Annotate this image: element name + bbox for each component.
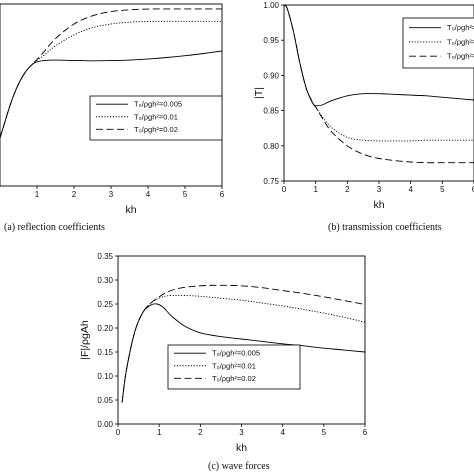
panel-reflection: 1 2 3 4 5 6khT₀/ρgh²=0.005T₀/ρgh²=0.01T₀/ρgh²… — [0, 3, 225, 216]
x-axis-label: kh — [125, 204, 136, 216]
plot-frame-a — [0, 3, 223, 187]
series-line-dotted — [0, 20, 222, 138]
y-tick-label: 0.20 — [97, 324, 113, 333]
panel-transmission: 0 1 2 3 4 5 6 0.75 0.80 0.85 0.90 0.95 1.00 kh |T| T₀/ρ… — [253, 1, 474, 211]
y-axis-label: |T| — [253, 87, 265, 99]
x-tick-label: 3 — [377, 185, 382, 194]
x-tick-label: 5 — [322, 428, 327, 437]
x-tick-label: 2 — [345, 185, 350, 194]
series-line-dashed — [0, 8, 222, 138]
legend-box — [402, 17, 474, 69]
y-axis-label: |F|/ρgAh — [79, 320, 91, 360]
x-tick-label: 6 — [472, 185, 474, 194]
x-tick-label: 6 — [363, 428, 368, 437]
caption-c: (c) wave forces — [208, 461, 270, 472]
series-line-dashed — [121, 284, 365, 403]
y-tick-label: 0.90 — [263, 71, 279, 80]
x-tick-label: 1 — [157, 428, 162, 437]
caption-a: (a) reflection coefficients — [4, 222, 105, 233]
x-axis-label: kh — [373, 199, 384, 211]
legend-box — [167, 344, 301, 390]
legend-entry: T₀/ρgh²=0.02 — [212, 374, 256, 383]
x-axis-label: kh — [236, 442, 247, 454]
legend-entry: T₀/ρgh²=0.02 — [134, 125, 178, 134]
series-line-dotted — [284, 5, 474, 142]
series-line-dashed — [284, 5, 474, 164]
y-tick-label: 0.00 — [97, 420, 113, 429]
legend-entry: T₀/ρgh²=0.01 — [134, 112, 178, 121]
x-tick-label: 1 — [35, 190, 40, 199]
legend-entry: T₀/ρgh²=0.005 — [212, 349, 260, 358]
y-tick-label: 0.75 — [263, 177, 279, 186]
y-tick-label: 0.05 — [97, 396, 113, 405]
plot-frame-c — [117, 255, 366, 425]
x-tick-label: 4 — [146, 190, 151, 199]
x-tick-label: 5 — [440, 185, 445, 194]
x-tick-label: 2 — [198, 428, 203, 437]
panel-wave-forces: 0 1 2 3 4 5 6 0.00 0.05 0.10 0.15 0.20 0.25 0.30 0.35 k… — [79, 252, 368, 454]
y-tick-label: 0.95 — [263, 36, 279, 45]
x-tick-label: 1 — [313, 185, 318, 194]
legend-c: T₀/ρgh²=0.005 T₀/ρgh²=0.01 T₀/ρgh²=0.02 — [167, 344, 301, 390]
legend-entry: T₀/ρgh²=0.005 — [447, 23, 474, 32]
legend-entry: T₀/ρgh²=0.02 — [447, 52, 474, 61]
y-tick-label: 0.25 — [97, 300, 113, 309]
y-tick-label: 0.35 — [97, 252, 113, 261]
caption-b: (b) transmission coefficients — [328, 222, 442, 233]
y-tick-label: 1.00 — [263, 1, 279, 10]
legend-a: T₀/ρgh²=0.005 T₀/ρgh²=0.01 T₀/ρgh²=0.02 — [89, 95, 223, 141]
y-tick-label: 0.15 — [97, 348, 113, 357]
legend-entry: T₀/ρgh²=0.005 — [134, 100, 182, 109]
legend-entry: T₀/ρgh²=0.01 — [212, 361, 256, 370]
x-tick-label: 0 — [116, 428, 121, 437]
series-line-solid — [121, 303, 365, 403]
x-tick-label: 3 — [109, 190, 114, 199]
y-tick-label: 0.85 — [263, 107, 279, 116]
legend-b: T₀/ρgh²=0.005 T₀/ρgh²=0.01 T₀/ρgh²=0.02 — [402, 17, 474, 69]
x-tick-label: 3 — [239, 428, 244, 437]
y-tick-label: 0.10 — [97, 372, 113, 381]
y-tick-label: 0.30 — [97, 276, 113, 285]
x-tick-label: 4 — [280, 428, 285, 437]
legend-box — [89, 95, 223, 141]
x-tick-label: 4 — [408, 185, 413, 194]
y-tick-label: 0.80 — [263, 142, 279, 151]
x-tick-label: 2 — [72, 190, 77, 199]
legend-entry: T₀/ρgh²=0.01 — [447, 37, 474, 46]
x-tick-label: 6 — [220, 190, 225, 199]
x-tick-label: 0 — [282, 185, 287, 194]
x-tick-label: 5 — [183, 190, 188, 199]
